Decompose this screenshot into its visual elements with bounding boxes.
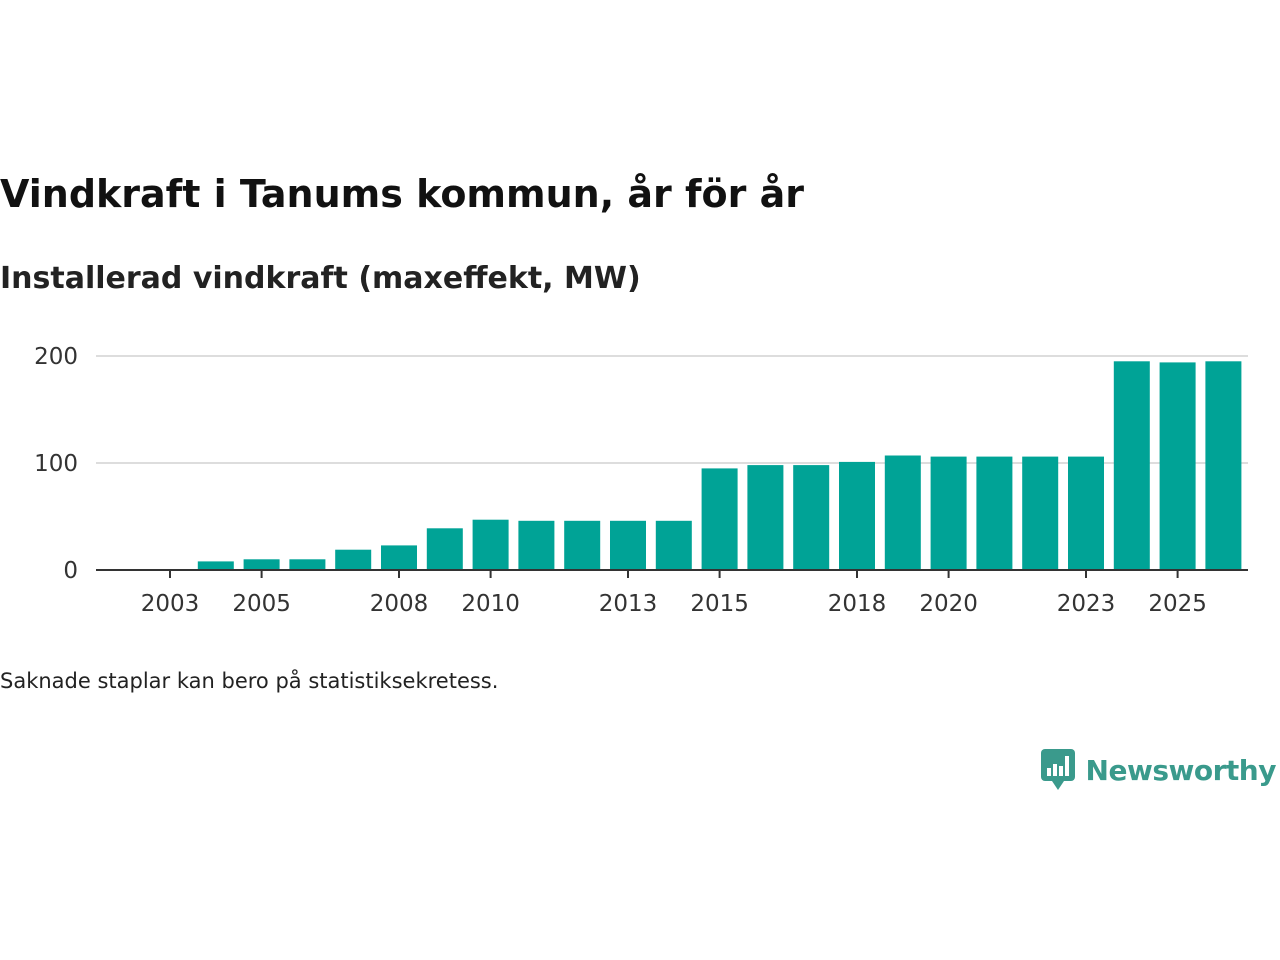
grid-lines	[96, 355, 1248, 464]
chart-subtitle: Installerad vindkraft (maxeffekt, MW)	[0, 261, 641, 296]
bar-2009[interactable]	[426, 528, 463, 570]
newsworthy-logo[interactable]: Newsworthy	[1040, 748, 1277, 792]
x-tick-label-2010: 2010	[461, 591, 520, 617]
x-tick-label-2020: 2020	[919, 591, 978, 617]
bar-2006[interactable]	[289, 559, 326, 570]
chart-title: Vindkraft i Tanums kommun, år för år	[0, 172, 804, 216]
x-tick-label-2003: 2003	[141, 591, 200, 617]
x-axis-ticks	[169, 570, 1179, 578]
bar-2021[interactable]	[976, 456, 1013, 570]
bar-2026[interactable]	[1205, 361, 1242, 570]
x-tick-label-2018: 2018	[828, 591, 887, 617]
bar-2024[interactable]	[1113, 361, 1150, 570]
brand-name: Newsworthy	[1085, 753, 1277, 787]
x-axis-labels: 2003 2005 2008 2010 2013 2015 2018 2020 2023 2025	[141, 591, 1207, 617]
bar-2007[interactable]	[335, 549, 372, 570]
bar-2005[interactable]	[243, 559, 280, 570]
newsworthy-chart-icon	[1040, 749, 1075, 790]
footnote: Saknade staplar kan bero på statistiksek…	[0, 669, 499, 693]
y-tick-label-0: 0	[63, 558, 78, 584]
bars	[197, 361, 1242, 571]
bar-2011[interactable]	[518, 520, 555, 570]
bar-2016[interactable]	[747, 465, 784, 570]
bar-2010[interactable]	[472, 519, 509, 570]
x-tick-label-2008: 2008	[370, 591, 429, 617]
bar-2012[interactable]	[564, 520, 601, 570]
bar-2004[interactable]	[197, 561, 234, 570]
x-tick-label-2023: 2023	[1057, 591, 1116, 617]
bar-2018[interactable]	[839, 461, 875, 570]
bar-chart: 0 100 200 2003 2005 2008 2010 2013 2015 2018 2020…	[34, 344, 1248, 617]
y-tick-label-100: 100	[34, 451, 78, 477]
bar-2023[interactable]	[1068, 456, 1104, 570]
x-tick-label-2005: 2005	[232, 591, 291, 617]
x-tick-label-2013: 2013	[599, 591, 658, 617]
y-axis-labels: 0 100 200	[34, 344, 78, 584]
bar-2025[interactable]	[1159, 362, 1196, 570]
bar-2008[interactable]	[381, 545, 417, 570]
bar-2020[interactable]	[930, 456, 967, 570]
y-tick-label-200: 200	[34, 344, 78, 370]
bar-2019[interactable]	[884, 455, 921, 571]
x-tick-label-2025: 2025	[1148, 591, 1207, 617]
bar-2017[interactable]	[793, 465, 830, 570]
x-tick-label-2015: 2015	[690, 591, 749, 617]
bar-2013[interactable]	[610, 520, 646, 570]
bar-2014[interactable]	[655, 520, 692, 570]
bar-2015[interactable]	[701, 468, 738, 570]
bar-2022[interactable]	[1022, 456, 1059, 570]
